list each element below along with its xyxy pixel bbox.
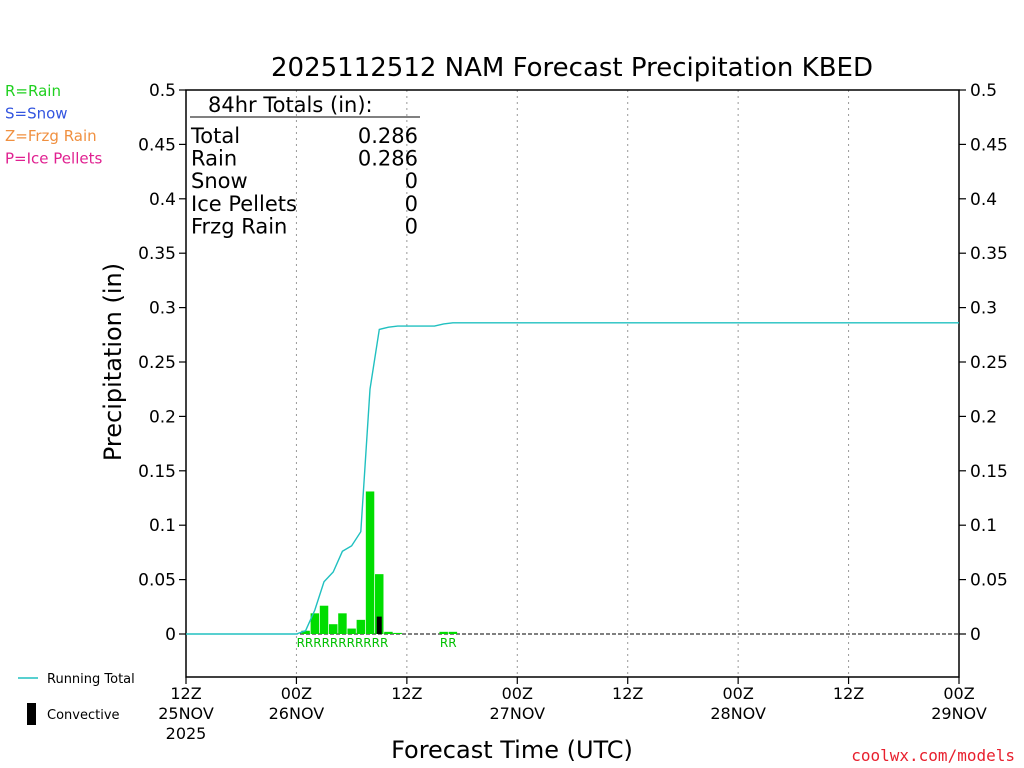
x-tick-label: 12Z [391,684,422,703]
y-tick-label: 0.2 [970,407,997,427]
precip-type-markers: RRRRRRRRRRR RR [297,636,457,650]
precip-bar [329,624,338,634]
y-tick-label: 0.05 [138,571,176,591]
legend-bar-swatch [27,703,36,725]
precip-bar [338,613,347,634]
y-tick-label: 0.35 [970,244,1008,264]
totals-label: Snow [191,169,248,193]
ptype-legend-entry: S=Snow [5,105,68,123]
totals-value: 0 [405,214,418,238]
y-tick-label: 0.1 [970,516,997,536]
totals-label: Ice Pellets [191,192,297,216]
y-tick-label: 0.4 [149,190,176,210]
running-total-line [186,322,959,635]
x-tick-label: 00Z [943,684,974,703]
x-axis-label: Forecast Time (UTC) [391,736,633,764]
y-tick-label: 0.35 [138,244,176,264]
y-tick-label: 0.5 [970,81,997,101]
ptype-legend-entry: Z=Frzg Rain [5,127,97,145]
x-tick-label: 00Z [281,684,312,703]
y-tick-label: 0.1 [149,516,176,536]
y-axis-left: 0 0.05 0.1 0.15 0.2 0.25 0.3 0.35 0.4 0.45 0.5 [138,81,186,645]
y-tick-label: 0.3 [970,299,997,319]
y-tick-label: 0.45 [970,135,1008,155]
ptype-marker: RRRRRRRRRRR [297,636,389,650]
precip-bar [301,630,310,634]
precip-bar [439,631,448,634]
y-tick-label: 0.45 [138,135,176,155]
precip-bar [347,628,356,634]
x-tick-year: 2025 [166,724,207,743]
y-tick-label: 0.15 [138,462,176,482]
credit-text: coolwx.com/models [851,746,1015,765]
convective-bar [376,616,382,634]
y-tick-label: 0.05 [970,571,1008,591]
y-tick-label: 0.15 [970,462,1008,482]
precip-bar [375,574,384,634]
y-tick-label: 0.2 [149,407,176,427]
precip-bar [448,631,458,634]
x-tick-label: 00Z [722,684,753,703]
totals-value: 0 [405,169,418,193]
x-tick-date: 28NOV [710,704,766,723]
convective-bars [376,616,382,634]
y-tick-label: 0 [165,625,176,645]
precip-bars [301,491,458,634]
precip-type-legend: R=Rain S=Snow Z=Frzg Rain P=Ice Pellets [5,82,102,168]
grid-lines [295,90,850,677]
y-tick-label: 0.25 [970,353,1008,373]
plot-frame [185,89,960,678]
precip-bar [319,605,329,634]
precip-bar [356,619,366,634]
chart-title: 2025112512 NAM Forecast Precipitation KB… [271,53,873,83]
totals-label: Rain [191,147,237,171]
precip-bar [365,491,375,634]
totals-box: 84hr Totals (in): Total 0.286 Rain 0.286 Sno… [190,93,420,238]
x-tick-date: 25NOV [158,704,214,723]
x-tick-label: 12Z [833,684,864,703]
series-legend: Running Total Convective [18,672,135,725]
y-tick-label: 0.4 [970,190,997,210]
x-tick-date: 29NOV [931,704,987,723]
ptype-legend-entry: P=Ice Pellets [5,150,102,168]
y-tick-label: 0.3 [149,299,176,319]
totals-header: 84hr Totals (in): [208,93,373,117]
y-tick-label: 0.25 [138,353,176,373]
y-tick-label: 0 [970,625,981,645]
ptype-legend-entry: R=Rain [5,82,61,100]
y-tick-label: 0.5 [149,81,176,101]
legend-label: Convective [47,708,120,723]
precip-bar [384,631,393,634]
y-axis-label: Precipitation (in) [99,263,127,461]
y-axis-right: 0 0.05 0.1 0.15 0.2 0.25 0.3 0.35 0.4 0.45 0.5 [959,81,1008,645]
totals-value: 0.286 [358,124,418,148]
x-tick-date: 27NOV [489,704,545,723]
x-tick-label: 12Z [170,684,201,703]
precip-bar [393,632,402,634]
totals-value: 0.286 [358,147,418,171]
totals-rows: Total 0.286 Rain 0.286 Snow 0 Ice Pellets 0 Frzg… [190,124,418,238]
totals-value: 0 [405,192,418,216]
precip-bar [310,613,320,634]
x-tick-label: 00Z [502,684,533,703]
x-tick-label: 12Z [612,684,643,703]
legend-label: Running Total [47,672,135,687]
x-tick-date: 26NOV [269,704,325,723]
totals-label: Total [190,124,240,148]
ptype-marker: RR [440,636,457,650]
totals-label: Frzg Rain [191,214,287,238]
